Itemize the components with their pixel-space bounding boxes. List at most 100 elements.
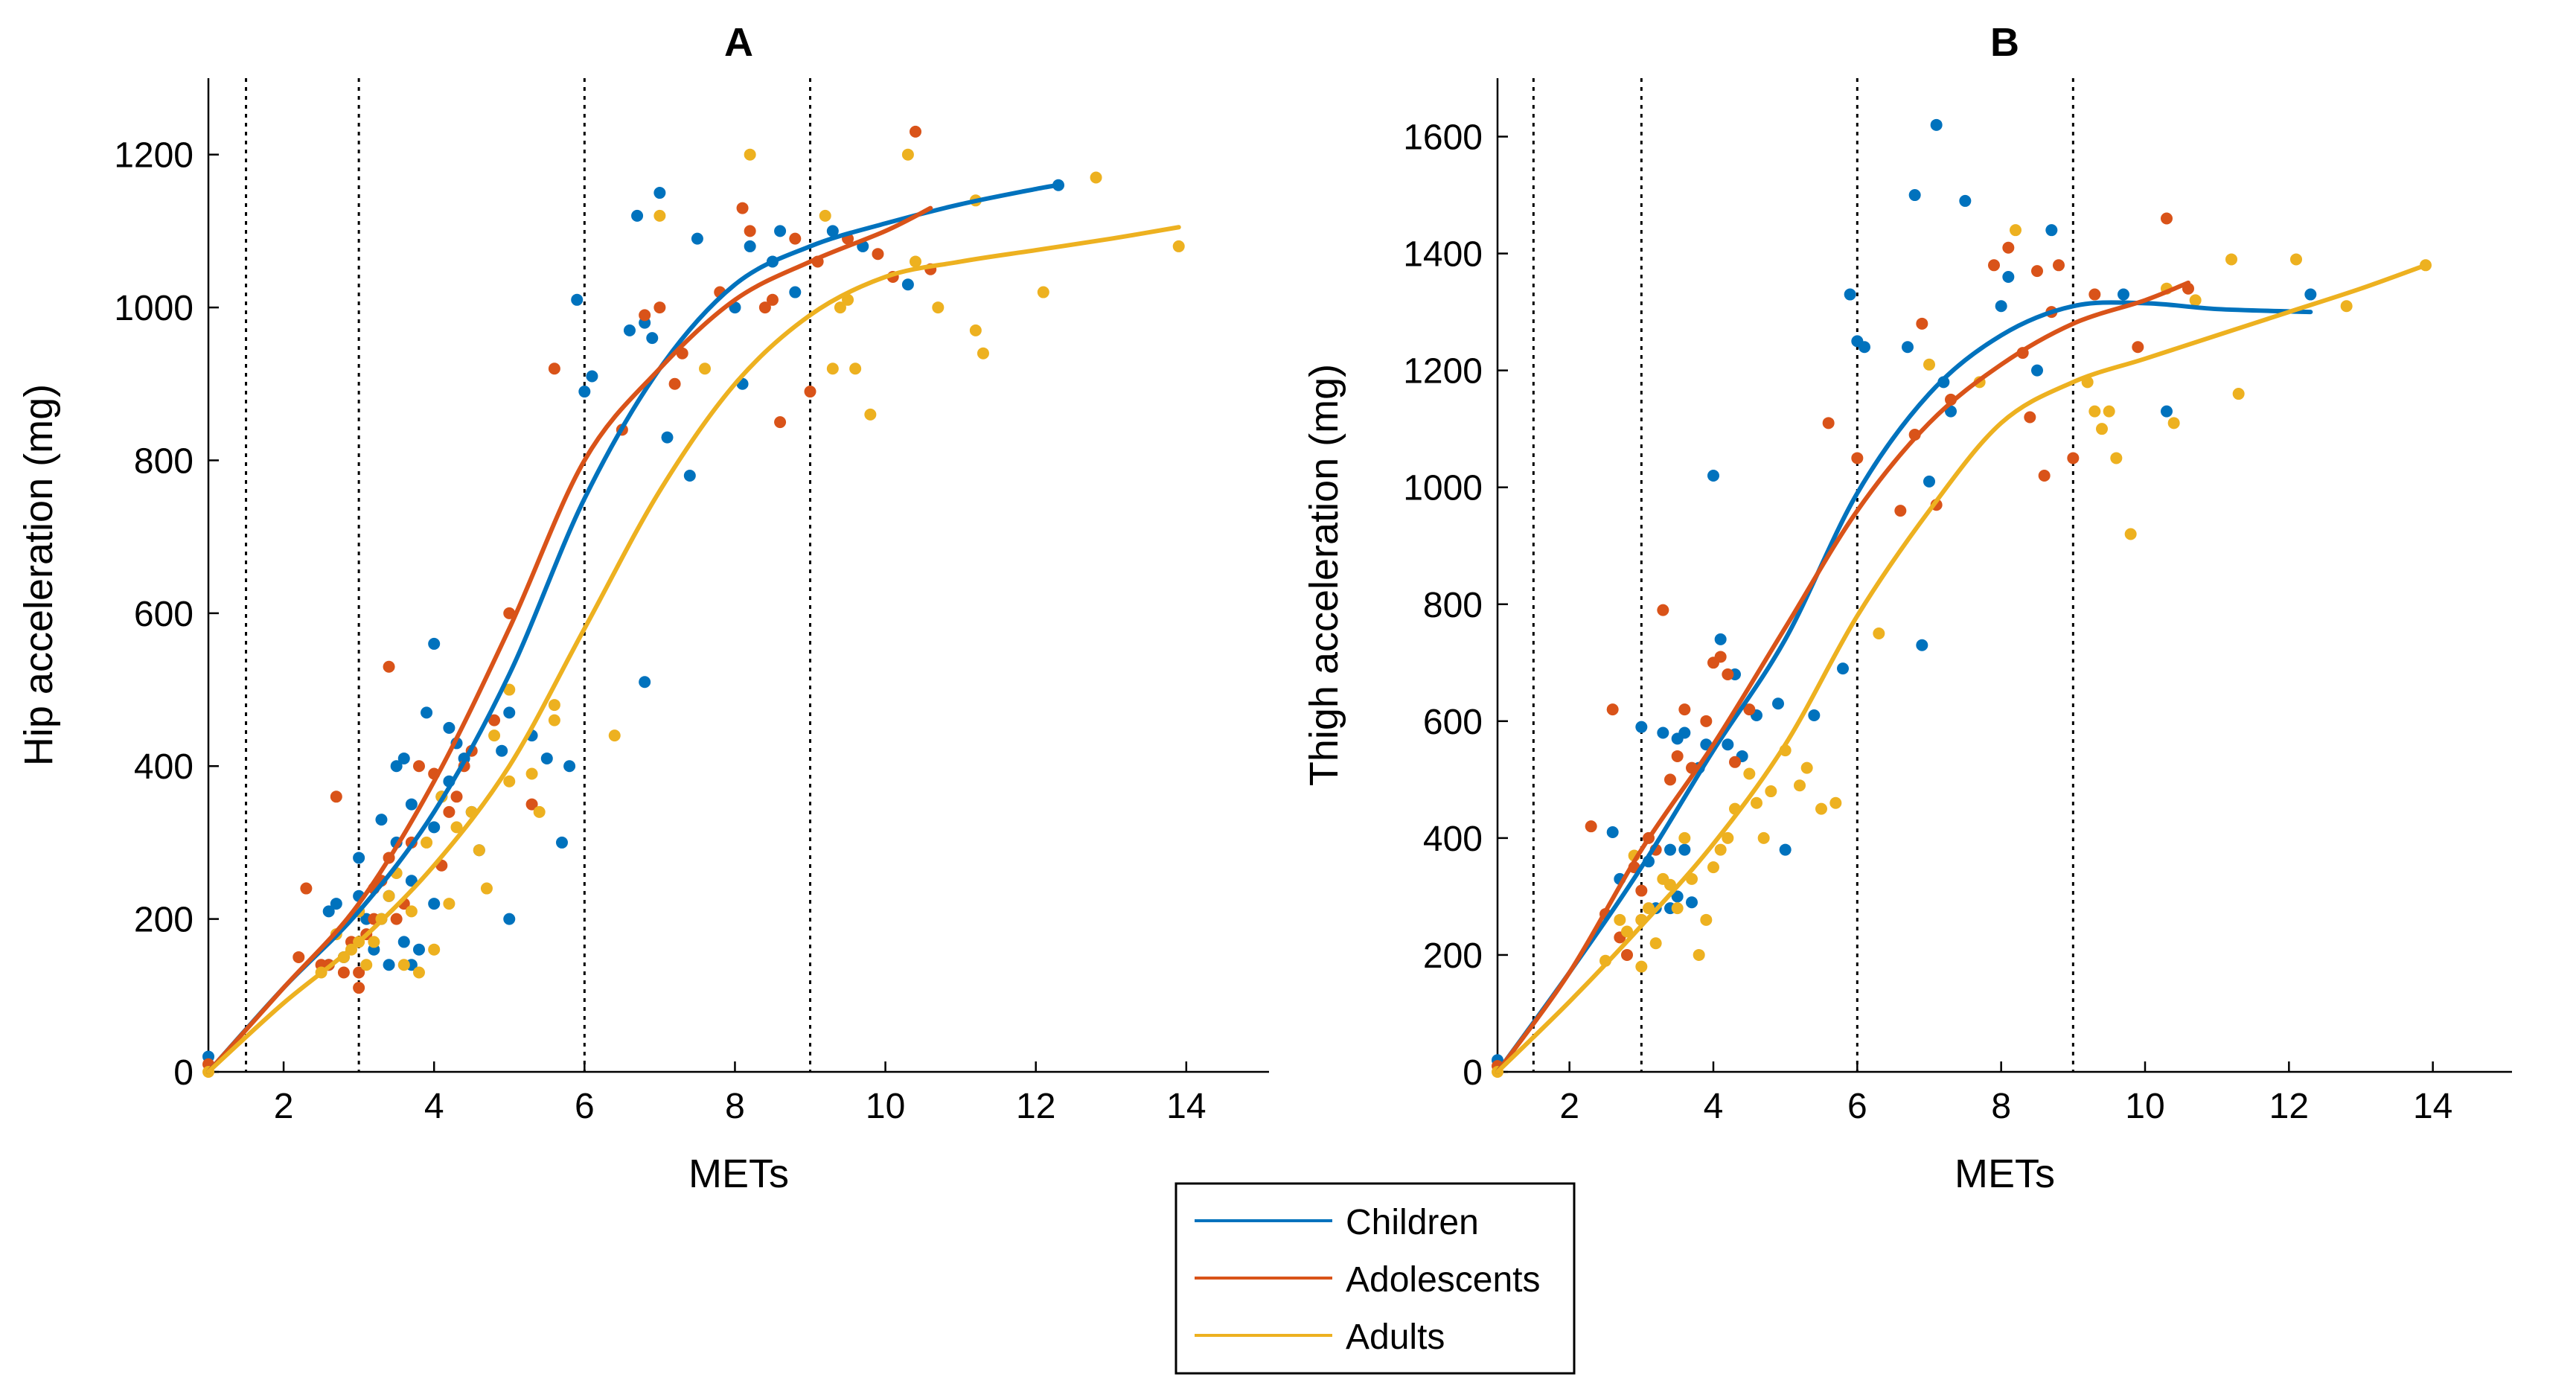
panel-b-adolescents-point bbox=[1822, 417, 1835, 429]
panel-a-adolescents-point bbox=[758, 301, 771, 314]
panel-a-children-point bbox=[428, 821, 441, 834]
panel-b-children-point bbox=[2031, 364, 2043, 377]
panel-b-adults-point bbox=[2124, 528, 2137, 540]
panel-b-y-tick-label: 1000 bbox=[1403, 469, 1483, 508]
panel-b-x-tick-label: 10 bbox=[2125, 1087, 2164, 1126]
panel-b-children-point bbox=[1772, 697, 1784, 710]
panel-a-adults-point bbox=[864, 408, 877, 421]
panel-a-adults-point bbox=[397, 959, 410, 971]
panel-a-children-point bbox=[631, 209, 644, 222]
panel-a-children-point bbox=[646, 332, 659, 345]
panel-b-adolescents-point bbox=[1729, 756, 1741, 768]
panel-b-adults-point bbox=[1700, 913, 1713, 926]
panel-a-y-tick-label: 600 bbox=[134, 595, 194, 634]
panel-b-children-point bbox=[2118, 288, 2129, 301]
panel-a-adults-point bbox=[842, 293, 854, 306]
panel-b-adults-point bbox=[1743, 767, 1756, 780]
panel-b-children-point bbox=[1916, 639, 1928, 651]
panel-a: 2 4 6 8 10 12 14 0 200 400 600 800 1000 1200 A METs Hip … bbox=[16, 20, 1269, 1196]
panel-a-adolescents-point bbox=[548, 362, 560, 375]
panel-b-adults-point bbox=[1873, 627, 1885, 640]
panel-b-children-point bbox=[1707, 470, 1719, 482]
panel-b-children-point bbox=[1671, 890, 1684, 903]
panel-a-children-point bbox=[421, 706, 433, 719]
panel-a-adults-point bbox=[819, 209, 831, 222]
panel-b-adults-point bbox=[1765, 785, 1777, 798]
panel-a-children-point bbox=[405, 798, 418, 811]
panel-b-children-point bbox=[1714, 633, 1727, 645]
panel-b-children-point bbox=[1635, 721, 1648, 733]
panel-a-adults-point bbox=[503, 683, 516, 696]
panel-b-adults-point bbox=[1649, 937, 1662, 950]
panel-a-children-point bbox=[661, 431, 674, 444]
panel-b-children-point bbox=[1686, 896, 1698, 909]
panel-b-adolescents-point bbox=[2031, 265, 2043, 278]
panel-b-adolescents-point bbox=[1714, 651, 1727, 663]
panel-b-children-point bbox=[1779, 843, 1792, 856]
panel-b-adolescents-point bbox=[2161, 212, 2173, 225]
panel-a-children-point bbox=[383, 959, 395, 971]
panel-b-adults-point bbox=[1621, 925, 1633, 938]
panel-b-adults-point bbox=[2225, 253, 2237, 266]
panel-a-x-tick-label: 14 bbox=[1166, 1087, 1206, 1126]
panel-b-children-point bbox=[2002, 271, 2015, 283]
panel-a-adolescents-point bbox=[353, 982, 365, 994]
panel-b-x-tick-label: 12 bbox=[2269, 1087, 2309, 1126]
panel-b-adults-point bbox=[2340, 300, 2353, 313]
panel-b-adults-point bbox=[1800, 761, 1813, 774]
panel-b-children-point bbox=[1722, 738, 1734, 751]
panel-b-adults-point bbox=[2167, 417, 2180, 429]
panel-a-y-tick-label: 200 bbox=[134, 901, 194, 940]
panel-b-adults-fit-curve bbox=[1495, 263, 2428, 1074]
panel-a-x-tick-label: 10 bbox=[866, 1087, 905, 1126]
panel-b-adults-point bbox=[1678, 831, 1691, 844]
panel-b-children-point bbox=[1844, 288, 1856, 301]
panel-b-x-axis-title: METs bbox=[1955, 1152, 2055, 1196]
panel-a-adults-point bbox=[608, 729, 621, 742]
panel-b-adults-point bbox=[2010, 224, 2022, 237]
panel-a-adults-point bbox=[503, 775, 516, 788]
panel-a-children-point bbox=[653, 187, 666, 199]
panel-a-adolescents-point bbox=[383, 660, 395, 673]
panel-a-children-point bbox=[443, 721, 456, 734]
panel-b-adolescents-point bbox=[2053, 259, 2065, 272]
panel-a-adolescents-point bbox=[639, 309, 651, 322]
panel-b-y-tick-label: 800 bbox=[1423, 586, 1483, 625]
panel-a-adults-point bbox=[548, 714, 560, 726]
panel-a-children-point bbox=[397, 936, 410, 948]
panel-b-adolescents-point bbox=[1671, 750, 1684, 762]
panel-a-x-tick-label: 6 bbox=[575, 1087, 595, 1126]
panel-b-adults-point bbox=[2290, 253, 2302, 266]
panel-b-children-point bbox=[2304, 288, 2317, 301]
panel-a-adolescents-point bbox=[744, 225, 756, 237]
panel-a-adults-point bbox=[360, 959, 373, 971]
panel-a-adults-point bbox=[1037, 286, 1049, 298]
panel-b-adolescents-point bbox=[2002, 241, 2015, 254]
panel-a-adults-point bbox=[653, 209, 666, 222]
panel-b-adolescents-point bbox=[2067, 452, 2080, 464]
panel-b-adults-point bbox=[1635, 960, 1648, 973]
panel-a-adolescents-point bbox=[804, 386, 816, 398]
panel-b-adolescents-point bbox=[1894, 505, 1907, 517]
panel-b-y-tick-label: 1400 bbox=[1403, 235, 1483, 275]
panel-a-adolescents-point bbox=[736, 202, 749, 214]
panel-b-adolescents-point bbox=[1621, 948, 1633, 961]
panel-a-adults-point bbox=[910, 255, 921, 268]
panel-b-x-tick-label: 4 bbox=[1704, 1087, 1724, 1126]
panel-a-adults-point bbox=[834, 301, 846, 314]
panel-b-x-tick-label: 14 bbox=[2413, 1087, 2452, 1126]
panel-b-adolescents-point bbox=[2038, 470, 2051, 482]
panel-a-adults-point bbox=[1172, 240, 1185, 252]
panel-a-adolescents-point bbox=[353, 966, 365, 979]
panel-b-y-tick-label: 1200 bbox=[1403, 352, 1483, 392]
panel-a-children-point bbox=[540, 752, 553, 764]
panel-a-adults-point bbox=[977, 347, 989, 360]
panel-b-children-point bbox=[1923, 475, 1935, 488]
panel-b-adults-point bbox=[1829, 796, 1842, 809]
panel-a-children-point bbox=[375, 814, 388, 826]
panel-a-adolescents-point bbox=[412, 760, 425, 773]
panel-b-adults-point bbox=[1707, 861, 1719, 874]
panel-a-adolescents-point bbox=[390, 913, 403, 925]
panel-a-adults-point bbox=[473, 844, 485, 857]
panel-a-x-tick-label: 2 bbox=[274, 1087, 294, 1126]
